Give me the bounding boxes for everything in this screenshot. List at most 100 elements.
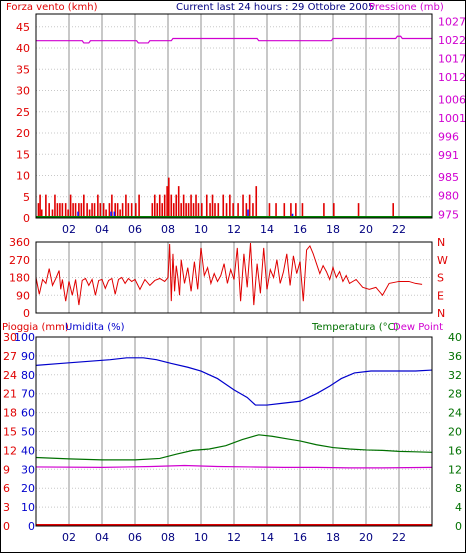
humidity-axis-title: Umidita (%)	[65, 322, 125, 333]
wind-tick-label: 25	[16, 106, 30, 119]
pressure-tick-label: 1001	[438, 112, 466, 125]
wind-bar	[156, 203, 159, 218]
x-tick-label: 18	[326, 223, 340, 236]
x-tick-label: 06	[128, 223, 142, 236]
wind-bar	[153, 194, 156, 218]
wind-bar	[161, 203, 163, 218]
humidity-tick-label: 20	[21, 482, 35, 495]
wind-bar	[225, 203, 228, 218]
rain-tick-label: 27	[3, 350, 17, 363]
wind-bar	[255, 186, 258, 218]
wind-bar	[195, 194, 197, 218]
wind-bar	[166, 186, 168, 218]
wind-bar	[59, 203, 61, 218]
direction-tick-label: 180	[9, 272, 30, 285]
temperature-tick-label: 24	[448, 407, 462, 420]
wind-bar	[209, 203, 211, 218]
gust-bar	[77, 211, 79, 218]
wind-bar	[64, 203, 67, 218]
wind-bar	[275, 203, 277, 218]
pressure-tick-label: 996	[438, 130, 459, 143]
wind-bar	[201, 203, 203, 218]
x-tick-label: 22	[392, 531, 406, 544]
x-tick-label: 18	[326, 531, 340, 544]
wind-bar	[232, 203, 234, 218]
temperature-axis-title: Temperatura (°C)	[311, 322, 399, 333]
wind-bar	[45, 194, 47, 218]
humidity-tick-label: 30	[21, 463, 35, 476]
wind-bar	[301, 203, 304, 218]
wind-tick-label: 45	[16, 21, 30, 34]
wind-bar	[295, 203, 297, 218]
rain-tick-label: 0	[3, 520, 10, 533]
x-tick-label: 14	[260, 223, 274, 236]
pressure-tick-label: 991	[438, 149, 459, 162]
rain-tick-label: 18	[3, 407, 17, 420]
wind-bar	[138, 194, 140, 218]
compass-tick-label: S	[437, 272, 444, 285]
wind-bar	[242, 194, 244, 218]
wind-bar	[127, 203, 130, 218]
x-tick-label: 02	[62, 223, 76, 236]
pressure-tick-label: 1017	[438, 53, 466, 66]
wind-bar	[56, 203, 59, 218]
panel-frame	[35, 336, 433, 527]
wind-bar	[217, 203, 220, 218]
x-tick-label: 04	[95, 223, 109, 236]
x-tick-label: 16	[293, 223, 307, 236]
x-tick-label: 12	[227, 531, 241, 544]
direction-tick-label: 0	[23, 307, 30, 320]
wind-bar	[67, 209, 69, 218]
x-tick-label: 12	[227, 223, 241, 236]
humidity-tick-label: 40	[21, 444, 35, 457]
temperature-tick-label: 20	[448, 426, 462, 439]
temperature-tick-label: 32	[448, 369, 462, 382]
wind-bar	[40, 209, 43, 218]
gust-bar	[110, 211, 112, 218]
wind-bar	[185, 203, 187, 218]
direction-line	[35, 242, 423, 306]
rain-tick-label: 21	[3, 388, 17, 401]
pressure-axis-title: Pressione (mb)	[369, 2, 444, 13]
wind-bar	[151, 203, 154, 218]
wind-bar	[170, 194, 173, 218]
wind-bar	[248, 194, 251, 218]
wind-bar	[51, 209, 54, 218]
dewpoint-axis-title: Dew Point	[393, 322, 443, 333]
humidity-tick-label: 90	[21, 350, 35, 363]
wind-bar	[91, 203, 93, 218]
panel-3-header: Pioggia (mm) Umidita (%) Temperatura (°C…	[2, 322, 443, 333]
wind-bar	[237, 203, 239, 218]
wind-bar	[111, 194, 113, 218]
pressure-line	[36, 35, 432, 44]
temperature-tick-label: 12	[448, 463, 462, 476]
pressure-tick-label: 975	[438, 208, 459, 221]
wind-bar	[187, 203, 190, 218]
wind-bar	[252, 203, 254, 218]
wind-bar	[182, 194, 185, 218]
wind-tick-label: 35	[16, 63, 30, 76]
wind-bar	[323, 203, 325, 218]
wind-bar	[61, 203, 64, 218]
direction-tick-label: 270	[9, 254, 30, 267]
wind-bar	[177, 186, 180, 218]
temperature-tick-label: 0	[455, 520, 462, 533]
wind-bar	[114, 203, 116, 218]
wind-bar	[105, 209, 107, 218]
wind-bar	[108, 203, 111, 218]
humidity-tick-label: 70	[21, 388, 35, 401]
wind-bar	[135, 203, 137, 218]
humidity-tick-label: 60	[21, 407, 35, 420]
wind-bar	[48, 203, 50, 218]
wind-bar	[268, 203, 271, 218]
temperature-tick-label: 16	[448, 444, 462, 457]
wind-bar	[190, 194, 192, 218]
wind-bar	[245, 203, 248, 218]
x-tick-label: 22	[392, 223, 406, 236]
compass-tick-label: N	[437, 236, 445, 249]
wind-bar	[88, 209, 91, 218]
wind-tick-label: 30	[16, 85, 30, 98]
wind-bar	[78, 203, 80, 218]
x-tick-label: 20	[359, 531, 373, 544]
